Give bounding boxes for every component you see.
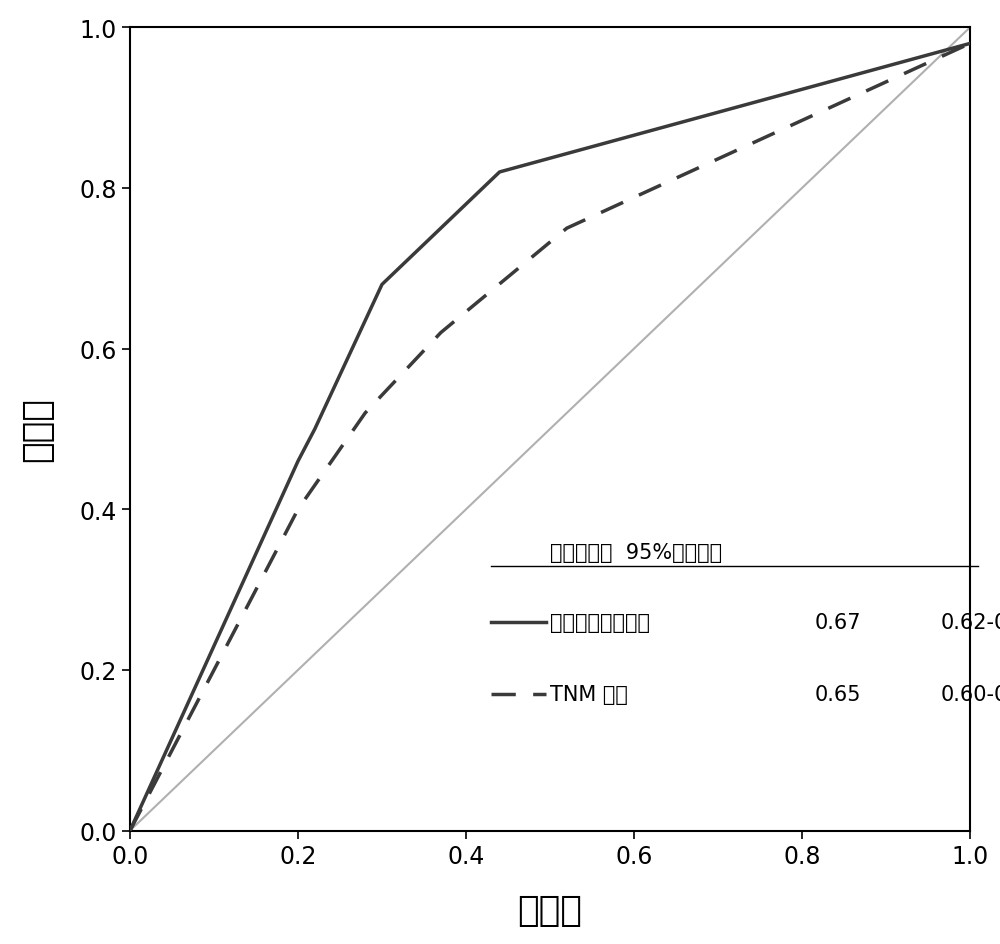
X-axis label: 特异性: 特异性 — [518, 893, 582, 927]
Text: 0.65: 0.65 — [815, 684, 861, 704]
Text: 0.67: 0.67 — [815, 612, 861, 632]
Text: 0.60-0.71: 0.60-0.71 — [941, 684, 1000, 704]
Text: 曲线下面积  95%可信区间: 曲线下面积 95%可信区间 — [550, 542, 722, 562]
Text: TNM 分期: TNM 分期 — [550, 684, 628, 704]
Y-axis label: 灵敏度: 灵敏度 — [20, 397, 54, 462]
Text: 0.62-0.72: 0.62-0.72 — [941, 612, 1000, 632]
Text: 免疫基因预后模型: 免疫基因预后模型 — [550, 612, 650, 632]
